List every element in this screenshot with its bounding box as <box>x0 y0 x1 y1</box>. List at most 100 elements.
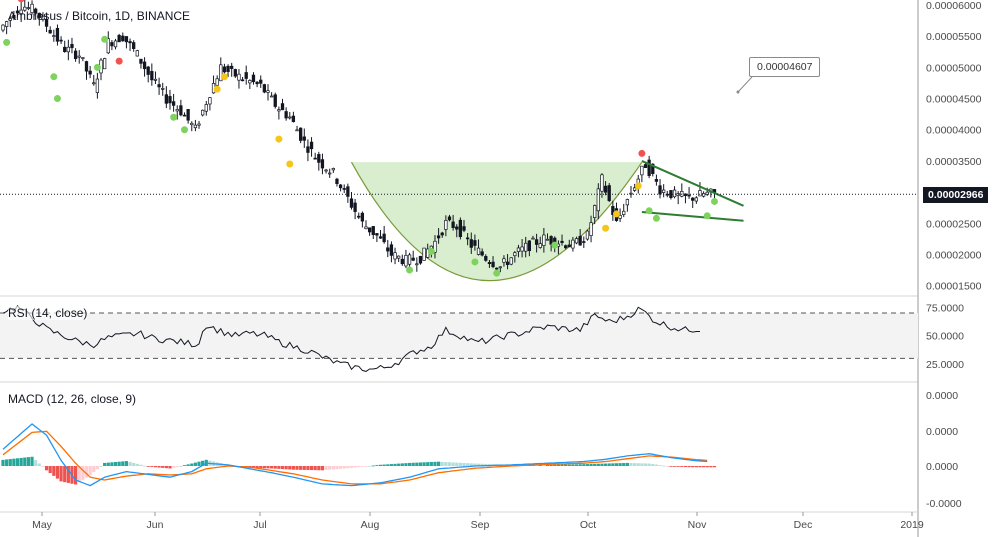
candle-up <box>197 123 201 126</box>
macd-histogram-bar <box>88 466 92 476</box>
signal-dot-yellow <box>220 73 228 81</box>
candle-down <box>164 94 169 104</box>
signal-dot-yellow <box>634 182 642 190</box>
macd-signal-line <box>2 430 708 485</box>
macd-histogram-bar <box>157 466 161 468</box>
signal-dot-green <box>471 258 479 266</box>
macd-histogram-bar <box>15 458 20 466</box>
macd-histogram-bar <box>476 463 481 466</box>
price-tick-label: 0.00004000 <box>926 125 982 137</box>
macd-histogram-bar <box>353 466 357 468</box>
macd-histogram-bar <box>473 463 477 466</box>
macd-histogram-bar <box>197 461 201 466</box>
macd-histogram-bar <box>378 464 383 466</box>
macd-histogram-bar <box>128 461 132 466</box>
candle-down <box>146 66 150 75</box>
candle-down <box>505 261 510 266</box>
macd-histogram-bar <box>110 462 114 466</box>
candle-down <box>259 79 263 84</box>
macd-histogram-bar <box>164 466 168 469</box>
candle-up <box>542 234 546 247</box>
macd-histogram-bar <box>106 462 110 466</box>
macd-histogram-bar <box>447 462 452 466</box>
macd-histogram-bar <box>313 466 317 471</box>
signal-dot-green <box>710 197 718 205</box>
macd-histogram-bar <box>411 462 415 466</box>
macd-histogram-bar <box>190 463 194 466</box>
candle-up <box>538 243 542 248</box>
candle-up <box>622 210 626 215</box>
candle-up <box>153 78 158 81</box>
candle-down <box>389 244 394 256</box>
candle-up <box>433 240 437 253</box>
macd-histogram-bar <box>364 466 368 467</box>
macd-histogram-bar <box>84 466 89 478</box>
macd-histogram-bar <box>48 466 52 474</box>
signal-dot-green <box>93 63 101 71</box>
macd-histogram-bar <box>567 464 571 466</box>
candle-down <box>110 42 114 47</box>
candle-up <box>574 238 579 244</box>
macd-histogram-bar <box>633 463 637 466</box>
macd-histogram-bar <box>335 466 339 470</box>
macd-histogram-bar <box>415 462 419 466</box>
macd-histogram-bar <box>571 464 575 466</box>
candle-up <box>190 122 194 126</box>
signal-dot-green <box>181 126 188 134</box>
candle-up <box>502 258 506 263</box>
rsi-band-fill <box>0 313 918 359</box>
macd-histogram-bar <box>117 461 121 466</box>
price-callout[interactable]: 0.00004607 <box>749 57 821 77</box>
macd-histogram-bar <box>701 466 706 468</box>
macd-histogram-bar <box>444 462 448 466</box>
signal-dot-green <box>170 113 178 121</box>
macd-histogram-bar <box>665 466 669 467</box>
macd-histogram-bar <box>578 464 582 466</box>
candle-up <box>397 255 401 259</box>
candle-down <box>447 216 452 221</box>
candle-up <box>324 169 328 172</box>
candle-up <box>444 220 448 230</box>
candle-down <box>367 227 372 233</box>
macd-histogram-bar <box>302 466 306 470</box>
candle-down <box>157 84 161 88</box>
candle-down <box>436 235 441 239</box>
macd-histogram-bar <box>266 466 270 469</box>
macd-histogram-bar <box>59 466 63 482</box>
candle-up <box>531 237 535 240</box>
candle-up <box>4 21 9 27</box>
candle-down <box>244 72 248 79</box>
candle-down <box>473 240 477 246</box>
signal-dot-green <box>493 269 501 277</box>
candle-down <box>222 66 227 73</box>
candle-down <box>132 42 136 49</box>
candle-down <box>465 237 470 240</box>
candle-down <box>142 61 147 70</box>
candle-down <box>353 202 357 212</box>
candle-up <box>106 38 110 54</box>
macd-histogram-bar <box>99 466 103 467</box>
price-tick-label: 0.00002500 <box>926 218 982 230</box>
candle-down <box>582 241 586 243</box>
candle-down <box>186 109 190 121</box>
macd-histogram-bar <box>662 465 666 467</box>
candle-up <box>26 7 31 9</box>
candle-up <box>135 50 139 57</box>
macd-histogram-bar <box>95 466 99 470</box>
time-tick-label: 2019 <box>900 519 924 531</box>
macd-histogram-bar <box>694 466 698 468</box>
time-tick-label: Jul <box>253 519 266 531</box>
macd-histogram-bar <box>324 466 328 471</box>
candle-down <box>320 159 325 169</box>
macd-histogram-bar <box>629 463 633 466</box>
candle-up <box>524 242 528 252</box>
candle-up <box>509 257 513 265</box>
macd-histogram-bar <box>589 463 593 466</box>
macd-histogram-bar <box>342 466 346 469</box>
candle-up <box>328 172 332 175</box>
price-tick-label: 0.00004500 <box>926 94 982 106</box>
macd-histogram-bar <box>146 466 150 467</box>
macd-histogram-bar <box>647 463 651 466</box>
candle-down <box>484 256 488 261</box>
